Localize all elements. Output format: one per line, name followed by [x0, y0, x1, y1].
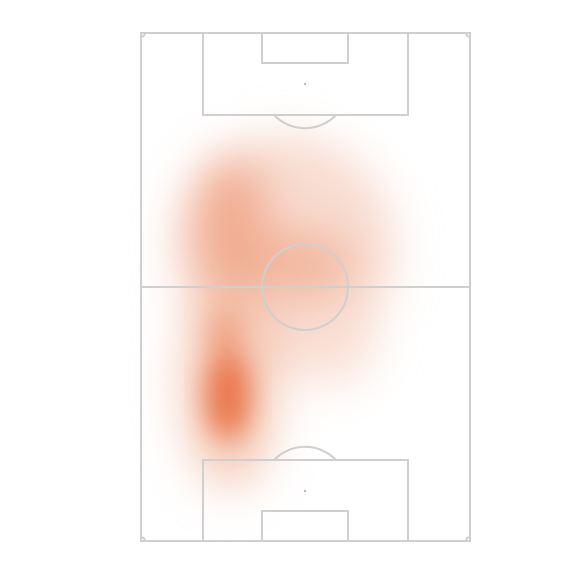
penalty-box: [202, 32, 409, 116]
penalty-spot: [303, 489, 307, 493]
goal-area: [261, 510, 349, 542]
heat-zone: [245, 230, 355, 300]
center-circle: [261, 243, 349, 331]
goal-area: [261, 32, 349, 64]
heat-zone: [280, 270, 380, 390]
pitch-lines: [140, 32, 471, 542]
heat-hotspot: [210, 310, 240, 360]
heat-hotspot: [206, 350, 250, 440]
penalty-spot: [303, 82, 307, 86]
heat-layer: [175, 135, 395, 490]
penalty-arc: [273, 445, 337, 461]
penalty-arc: [273, 114, 337, 130]
corner-arcs: [140, 32, 471, 542]
